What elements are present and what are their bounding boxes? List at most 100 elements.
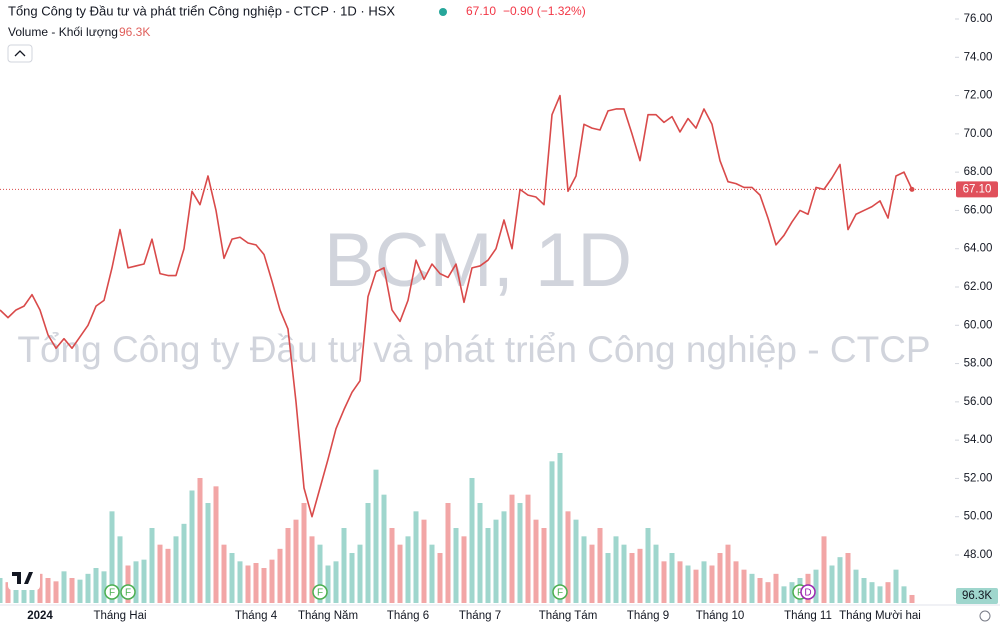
volume-bar <box>605 553 611 603</box>
y-tick-label: 58.00 <box>964 358 993 370</box>
volume-bar <box>157 544 163 603</box>
volume-bar <box>349 553 355 603</box>
volume-bar <box>621 544 627 603</box>
x-tick-label: Tháng Hai <box>93 610 146 622</box>
volume-bar <box>533 519 539 603</box>
volume-bar <box>829 565 835 603</box>
y-tick-label: 60.00 <box>964 319 993 331</box>
volume-bar <box>557 453 563 603</box>
volume-bar <box>893 569 899 603</box>
volume-bar <box>693 569 699 603</box>
volume-bar <box>333 561 339 603</box>
volume-bar <box>469 478 475 603</box>
volume-bar <box>253 563 259 603</box>
event-label: D <box>804 588 811 599</box>
volume-bar <box>845 553 851 603</box>
status-dot <box>439 8 447 16</box>
plot <box>0 94 915 603</box>
volume-bar <box>37 573 43 603</box>
volume-bar <box>525 494 531 603</box>
x-tick-label: Tháng 4 <box>235 610 278 622</box>
volume-bar <box>837 557 843 603</box>
volume-bar <box>861 578 867 603</box>
volume-bar <box>677 561 683 603</box>
volume-bar <box>301 503 307 603</box>
volume-bar <box>477 503 483 603</box>
volume-bar <box>21 579 27 603</box>
volume-bar <box>501 511 507 603</box>
event-marker <box>120 584 136 600</box>
volume-bar <box>581 536 587 603</box>
volume-bar <box>661 561 667 603</box>
volume-legend: Volume - Khối lượng <box>8 25 118 39</box>
volume-bar <box>869 582 875 603</box>
volume-bar <box>509 494 515 603</box>
volume-bar <box>781 586 787 603</box>
header-price: 67.10 <box>466 4 496 18</box>
event-marker <box>552 584 568 600</box>
volume-bar <box>637 548 643 603</box>
volume-bar <box>293 519 299 603</box>
volume-bar <box>565 511 571 603</box>
last-price-label: 67.10 <box>963 183 992 195</box>
tv-logo[interactable] <box>8 566 40 590</box>
settings-icon[interactable] <box>979 610 991 622</box>
volume-bar <box>381 494 387 603</box>
event-label: F <box>125 588 131 599</box>
volume-bar <box>197 478 203 603</box>
volume-bar <box>61 571 67 603</box>
y-tick-label: 62.00 <box>964 281 993 293</box>
volume-bar <box>573 519 579 603</box>
volume-bar <box>885 582 891 603</box>
volume-bar <box>789 582 795 603</box>
y-tick-label: 72.00 <box>964 90 993 102</box>
volume-bar <box>245 565 251 603</box>
volume-bar <box>853 569 859 603</box>
volume-bar <box>69 578 75 603</box>
volume-legend-value: 96.3K <box>119 25 150 39</box>
volume-bar <box>181 523 187 603</box>
volume-bar <box>493 519 499 603</box>
volume-bar <box>453 528 459 603</box>
volume-bar <box>173 536 179 603</box>
volume-bar <box>317 544 323 603</box>
volume-bar <box>597 528 603 603</box>
volume-bar <box>773 573 779 603</box>
event-marker <box>104 584 120 600</box>
logo-shape <box>12 572 33 584</box>
volume-bar <box>189 490 195 603</box>
volume-bar <box>445 503 451 603</box>
watermark-symbol: BCM, 1D <box>324 218 632 303</box>
volume-bar <box>365 503 371 603</box>
volume-bar <box>133 561 139 603</box>
volume-bar <box>709 565 715 603</box>
x-tick-label: Tháng Mười hai <box>839 610 921 622</box>
volume-bar <box>45 578 51 603</box>
volume-bar <box>389 528 395 603</box>
y-tick-label: 70.00 <box>964 128 993 140</box>
volume-bar <box>269 559 275 603</box>
collapse-button[interactable] <box>7 44 33 63</box>
volume-bar <box>669 553 675 603</box>
x-tick-label: Tháng 11 <box>784 610 832 622</box>
volume-bar <box>437 553 443 603</box>
event-label: F <box>109 588 115 599</box>
event-marker <box>312 584 328 600</box>
volume-bar <box>701 561 707 603</box>
volume-bar <box>717 553 723 603</box>
volume-bar <box>93 568 99 603</box>
volume-bar <box>285 528 291 603</box>
volume-bar <box>741 569 747 603</box>
volume-bar <box>221 544 227 603</box>
volume-bar <box>549 461 555 603</box>
volume-bar <box>405 536 411 603</box>
volume-bar <box>309 536 315 603</box>
x-tick-label: Tháng 6 <box>387 610 429 622</box>
collapse-button-box[interactable] <box>7 44 33 63</box>
volume-badge <box>956 588 998 604</box>
volume-bar <box>229 553 235 603</box>
volume-bar <box>541 528 547 603</box>
volume-bar <box>629 553 635 603</box>
